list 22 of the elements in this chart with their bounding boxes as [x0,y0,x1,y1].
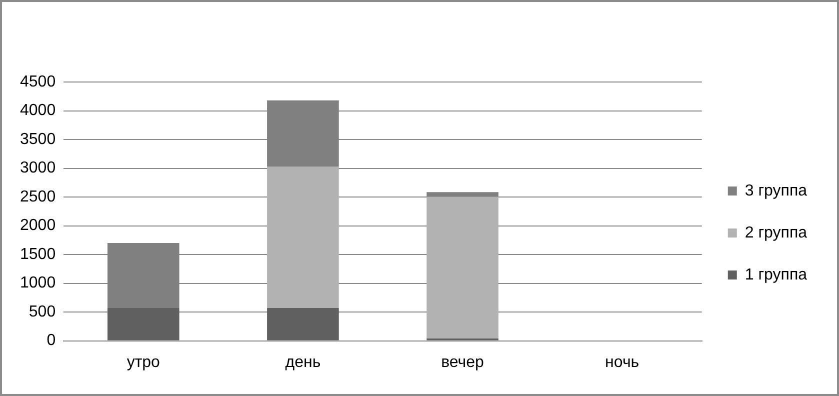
x-tick-label: день [285,354,321,371]
y-tick-label: 500 [28,303,56,320]
y-tick-label: 0 [46,332,56,350]
legend-label: 3 группа [744,182,808,200]
y-tick-label: 4000 [20,102,56,120]
x-tick-label: ночь [605,354,640,371]
x-tick-label: утро [126,354,160,371]
bar [426,192,498,197]
y-tick-label: 2500 [20,188,56,206]
y-tick-label: 1000 [20,274,56,292]
bar [426,196,498,338]
bar [267,308,339,340]
y-tick-label: 4500 [20,73,56,90]
bar [267,166,339,308]
y-tick-label: 3000 [20,160,56,177]
y-tick-label: 1500 [20,246,56,263]
y-tick-label: 2000 [20,217,56,234]
x-tick-label: вечер [441,354,484,371]
legend-label: 2 группа [744,224,808,242]
bar [107,308,180,340]
legend-label: 1 группа [744,266,808,284]
y-tick-label: 3500 [20,130,56,148]
